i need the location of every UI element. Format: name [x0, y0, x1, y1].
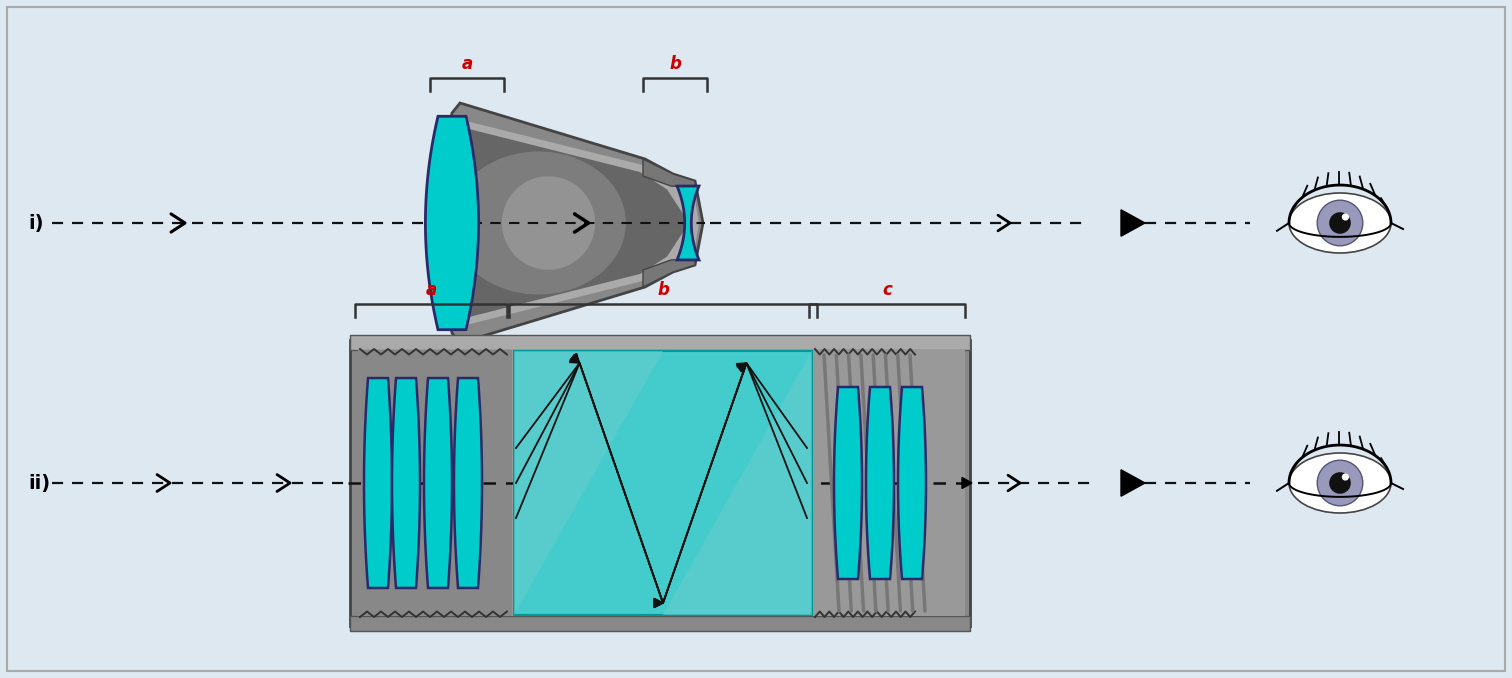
- Polygon shape: [662, 351, 812, 615]
- Text: b: b: [670, 55, 680, 73]
- Ellipse shape: [502, 176, 596, 270]
- Circle shape: [1341, 473, 1349, 481]
- Text: a: a: [425, 281, 437, 299]
- Text: c: c: [881, 281, 892, 299]
- Polygon shape: [392, 378, 420, 588]
- Polygon shape: [454, 378, 482, 588]
- Polygon shape: [643, 159, 696, 187]
- Circle shape: [1329, 472, 1350, 494]
- Polygon shape: [655, 599, 662, 607]
- Polygon shape: [1120, 470, 1145, 496]
- Polygon shape: [443, 126, 689, 320]
- Circle shape: [1341, 214, 1349, 220]
- Polygon shape: [643, 259, 696, 287]
- Polygon shape: [514, 351, 662, 615]
- Polygon shape: [570, 354, 579, 363]
- Polygon shape: [570, 355, 579, 363]
- Polygon shape: [423, 378, 452, 588]
- Polygon shape: [736, 363, 747, 372]
- Polygon shape: [358, 350, 513, 616]
- Circle shape: [1329, 212, 1350, 234]
- Polygon shape: [358, 350, 965, 616]
- Polygon shape: [866, 387, 894, 579]
- Bar: [349, 335, 971, 350]
- Circle shape: [1317, 200, 1362, 246]
- Text: i): i): [29, 214, 44, 233]
- Polygon shape: [1120, 210, 1145, 236]
- Polygon shape: [425, 117, 479, 330]
- Circle shape: [1317, 460, 1362, 506]
- Polygon shape: [898, 387, 925, 579]
- Polygon shape: [736, 363, 747, 373]
- Polygon shape: [813, 350, 965, 616]
- Ellipse shape: [451, 151, 626, 294]
- Polygon shape: [655, 599, 662, 607]
- Polygon shape: [364, 378, 392, 588]
- Polygon shape: [677, 186, 699, 260]
- Polygon shape: [434, 103, 703, 343]
- Polygon shape: [835, 387, 862, 579]
- Ellipse shape: [1290, 453, 1391, 513]
- Polygon shape: [655, 599, 662, 607]
- Bar: [349, 616, 971, 631]
- Polygon shape: [570, 353, 579, 363]
- Ellipse shape: [1290, 193, 1391, 253]
- Text: b: b: [658, 281, 668, 299]
- Polygon shape: [962, 477, 972, 489]
- Text: ii): ii): [29, 473, 50, 492]
- Polygon shape: [440, 119, 699, 327]
- Polygon shape: [736, 363, 747, 372]
- Polygon shape: [349, 340, 971, 626]
- Bar: [514, 351, 812, 615]
- Text: a: a: [461, 55, 473, 73]
